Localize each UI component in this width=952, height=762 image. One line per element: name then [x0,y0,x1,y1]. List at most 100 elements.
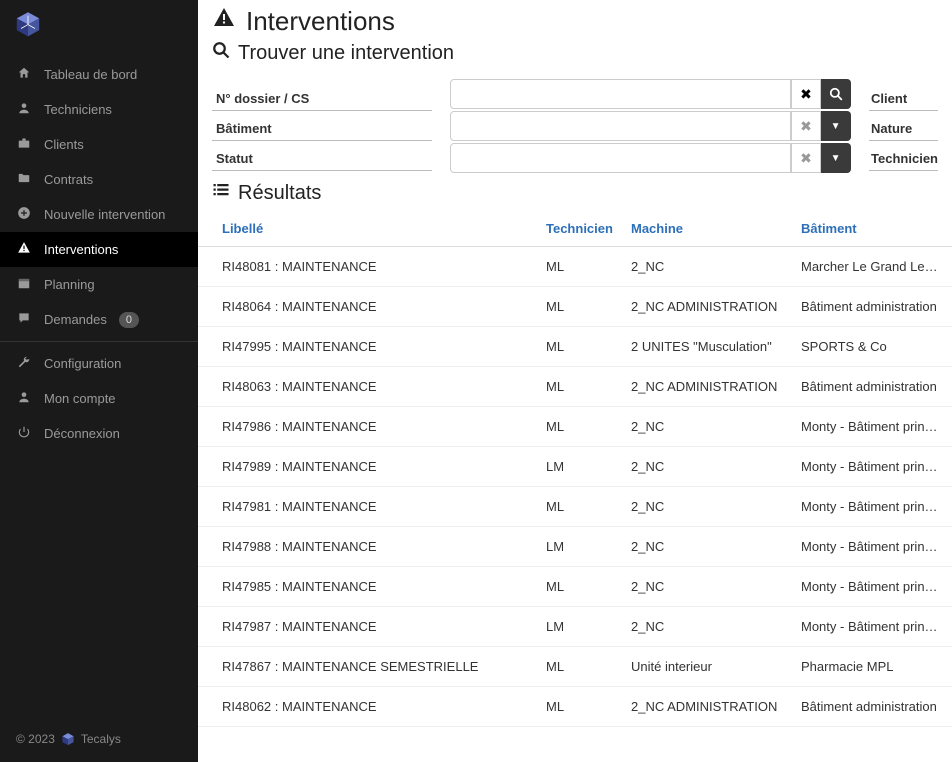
batiment-dropdown-button[interactable]: ▼ [821,111,851,141]
dossier-input[interactable] [450,79,791,109]
table-cell: RI47988 : MAINTENANCE [198,527,538,567]
table-row[interactable]: RI47988 : MAINTENANCELM2_NCMonty - Bâtim… [198,527,952,567]
page-title-text: Interventions [246,6,395,37]
results-table: LibelléTechnicienMachineBâtiment RI48081… [198,211,952,727]
filter-label: Bâtiment [212,121,432,141]
sidebar-item-label: Mon compte [44,391,116,406]
table-cell: RI47981 : MAINTENANCE [198,487,538,527]
table-row[interactable]: RI48063 : MAINTENANCEML2_NC ADMINISTRATI… [198,367,952,407]
sidebar-item-contrats[interactable]: Contrats [0,162,198,197]
statut-dropdown-button[interactable]: ▼ [821,143,851,173]
table-cell: RI48081 : MAINTENANCE [198,247,538,287]
sidebar-item-clients[interactable]: Clients [0,127,198,162]
sidebar: Tableau de bord TechniciensClientsContrat… [0,0,198,762]
column-header[interactable]: Bâtiment [793,211,952,247]
table-cell: 2_NC [623,567,793,607]
warning-icon [16,241,32,258]
batiment-input[interactable] [450,111,791,141]
sidebar-item-label: Interventions [44,242,118,257]
statut-input[interactable] [450,143,791,173]
filters-inputs: ✖ ✖ ▼ ✖ ▼ [450,79,851,173]
column-header[interactable]: Technicien [538,211,623,247]
table-cell: ML [538,567,623,607]
table-row[interactable]: RI47989 : MAINTENANCELM2_NCMonty - Bâtim… [198,447,952,487]
table-cell: ML [538,407,623,447]
sidebar-item-label: Tableau de bord [44,67,137,82]
batiment-clear-button[interactable]: ✖ [791,111,821,141]
sidebar-item-tableau-de-bord[interactable]: Tableau de bord [0,57,198,92]
filter-batiment-row: ✖ ▼ [450,111,851,141]
dossier-search-button[interactable] [821,79,851,109]
sidebar-divider [0,341,198,342]
table-cell: RI48063 : MAINTENANCE [198,367,538,407]
table-cell: Monty - Bâtiment principal [793,487,952,527]
table-cell: RI47995 : MAINTENANCE [198,327,538,367]
table-cell: 2_NC [623,247,793,287]
table-cell: SPORTS & Co [793,327,952,367]
sidebar-item-label: Planning [44,277,95,292]
table-cell: ML [538,247,623,287]
table-row[interactable]: RI47985 : MAINTENANCEML2_NCMonty - Bâtim… [198,567,952,607]
table-cell: 2 UNITES "Musculation" [623,327,793,367]
table-row[interactable]: RI47987 : MAINTENANCELM2_NCMonty - Bâtim… [198,607,952,647]
sidebar-item-déconnexion[interactable]: Déconnexion [0,416,198,451]
main-content: Interventions Trouver une intervention N… [198,0,952,762]
page-subtitle-text: Trouver une intervention [238,42,454,65]
table-cell: Monty - Bâtiment principal [793,567,952,607]
table-cell: 2_NC ADMINISTRATION [623,687,793,727]
close-icon: ✖ [800,86,812,103]
table-cell: ML [538,367,623,407]
sidebar-item-mon-compte[interactable]: Mon compte [0,381,198,416]
briefcase-icon [16,136,32,153]
sidebar-item-nouvelle-intervention[interactable]: Nouvelle intervention [0,197,198,232]
table-header-row: LibelléTechnicienMachineBâtiment [198,211,952,247]
table-cell: Unité interieur [623,647,793,687]
table-row[interactable]: RI48062 : MAINTENANCEML2_NC ADMINISTRATI… [198,687,952,727]
close-icon: ✖ [800,150,812,167]
table-cell: LM [538,447,623,487]
table-cell: Bâtiment administration [793,687,952,727]
column-header[interactable]: Libellé [198,211,538,247]
table-cell: LM [538,607,623,647]
results-header: Résultats [198,179,952,211]
sidebar-item-demandes[interactable]: Demandes0 [0,302,198,337]
bubble-icon [16,311,32,328]
table-row[interactable]: RI47986 : MAINTENANCEML2_NCMonty - Bâtim… [198,407,952,447]
footer-copyright: © 2023 [16,732,55,746]
caret-down-icon: ▼ [831,121,841,132]
table-cell: RI47985 : MAINTENANCE [198,567,538,607]
table-row[interactable]: RI48081 : MAINTENANCEML2_NCMarcher Le Gr… [198,247,952,287]
sidebar-item-configuration[interactable]: Configuration [0,346,198,381]
table-cell: RI47989 : MAINTENANCE [198,447,538,487]
sidebar-item-techniciens[interactable]: Techniciens [0,92,198,127]
table-cell: 2_NC [623,607,793,647]
statut-clear-button[interactable]: ✖ [791,143,821,173]
plus-circle-icon [16,206,32,223]
sidebar-item-interventions[interactable]: Interventions [0,232,198,267]
sidebar-item-label: Nouvelle intervention [44,207,165,222]
logo-area [0,0,198,51]
table-cell: Monty - Bâtiment principal [793,407,952,447]
sidebar-item-label: Configuration [44,356,121,371]
table-cell: 2_NC ADMINISTRATION [623,287,793,327]
table-row[interactable]: RI47995 : MAINTENANCEML2 UNITES "Muscula… [198,327,952,367]
table-cell: ML [538,327,623,367]
filter-label: N° dossier / CS [212,91,432,111]
results-title: Résultats [238,182,321,205]
table-cell: ML [538,647,623,687]
filter-label: Nature [869,121,938,141]
caret-down-icon: ▼ [831,153,841,164]
table-row[interactable]: RI47867 : MAINTENANCE SEMESTRIELLEMLUnit… [198,647,952,687]
table-cell: Pharmacie MPL [793,647,952,687]
filter-dossier-row: ✖ [450,79,851,109]
table-cell: 2_NC [623,527,793,567]
sidebar-item-planning[interactable]: Planning [0,267,198,302]
table-row[interactable]: RI47981 : MAINTENANCEML2_NCMonty - Bâtim… [198,487,952,527]
filters-right-labels: ClientNatureTechnicien [869,79,938,173]
dossier-clear-button[interactable]: ✖ [791,79,821,109]
footer: © 2023 Tecalys [0,722,198,762]
column-header[interactable]: Machine [623,211,793,247]
user-icon [16,101,32,118]
table-cell: RI47986 : MAINTENANCE [198,407,538,447]
table-row[interactable]: RI48064 : MAINTENANCEML2_NC ADMINISTRATI… [198,287,952,327]
